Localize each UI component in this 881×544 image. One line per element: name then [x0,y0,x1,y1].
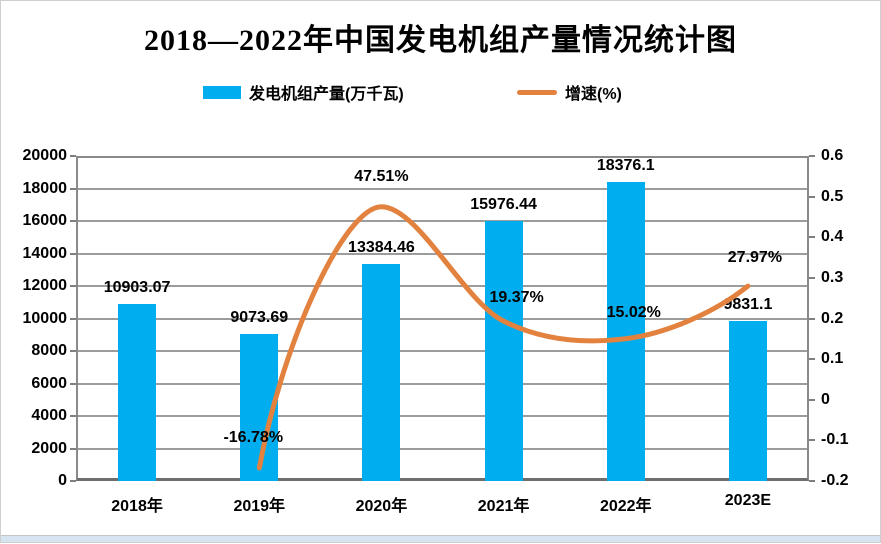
production-bar [240,333,279,481]
left-axis-tick [70,252,76,255]
legend-item-production: 发电机组产量(万千瓦) [203,81,404,103]
left-axis-tick [70,480,76,482]
growth-value-label: 19.37% [489,289,544,307]
growth-value-label: 15.02% [606,303,661,321]
left-axis-tick [70,317,76,320]
right-axis-label: 0.5 [821,187,844,205]
left-axis-label: 0 [58,472,67,489]
legend-item-growth: 增速(%) [517,81,622,103]
growth-value-label: 27.97% [727,249,783,267]
line-legend-label: 增速(%) [565,86,622,103]
left-axis-tick [70,447,76,450]
left-axis-label: 6000 [31,374,67,392]
right-axis-label: 0.6 [821,147,844,164]
left-axis-label: 4000 [31,407,67,424]
production-bar [484,221,523,481]
left-axis-label: 18000 [22,179,68,197]
bar-value-label: 13384.46 [348,238,415,256]
left-axis-label: 10000 [22,309,68,327]
right-axis-tick [809,236,815,239]
x-axis-label: 2023E [724,492,772,509]
line-legend-swatch-icon [517,89,557,95]
production-bar [362,263,401,481]
left-axis-label: 2000 [31,439,67,457]
right-axis-tick [809,358,815,361]
bar-legend-label: 发电机组产量(万千瓦) [249,86,404,103]
x-axis-label: 2019年 [233,498,286,515]
left-axis-tick [70,382,76,385]
bar-value-label: 18376.1 [596,157,655,175]
right-axis-tick [809,195,815,198]
right-axis-label: 0 [821,390,830,408]
left-axis-label: 20000 [22,147,68,164]
left-axis-tick [70,220,76,222]
left-axis-label: 16000 [22,212,68,229]
left-axis-tick [70,285,76,287]
right-axis-label: 0.3 [821,268,844,286]
bar-value-label: 15976.44 [470,196,537,214]
x-axis-label: 2022年 [599,498,652,515]
left-axis-label: 12000 [22,277,68,294]
left-axis-label: 8000 [31,342,67,359]
growth-value-label: -16.78% [223,428,284,446]
production-bar [118,303,157,481]
chart-title: 2018—2022年中国发电机组产量情况统计图 [144,24,737,57]
right-axis-tick [809,480,815,482]
bar-legend-swatch-icon [203,85,241,99]
right-axis-label: 0.4 [821,228,844,246]
bar-value-label: 9073.69 [230,308,289,326]
right-axis-tick [809,276,815,279]
right-axis-label: -0.1 [821,431,849,449]
chart-legend: 发电机组产量(万千瓦) 增速(%) [1,81,880,103]
left-axis-tick [70,187,76,190]
bar-value-label: 10903.07 [103,278,171,296]
right-axis-label: 0.2 [821,309,844,327]
right-axis-label: 0.1 [821,350,844,368]
left-axis-tick [70,350,76,352]
left-axis-tick [70,415,76,417]
left-axis-tick [70,155,76,157]
gridline [76,187,809,190]
right-axis-label: -0.2 [821,472,849,489]
bar-value-label: 9831.1 [723,296,773,314]
x-axis-label: 2018年 [111,498,163,515]
right-axis-tick [809,317,815,320]
x-axis-label: 2021年 [477,498,530,515]
left-axis-label: 14000 [22,244,68,262]
right-axis-tick [809,398,815,401]
production-bar [606,182,645,481]
right-axis-tick [809,155,815,157]
bottom-border-strip [1,535,880,542]
right-axis-tick [809,439,815,442]
production-bar [728,321,767,481]
plot-border [76,156,809,481]
growth-value-label: 47.51% [354,167,409,185]
x-axis-label: 2020年 [355,498,408,515]
